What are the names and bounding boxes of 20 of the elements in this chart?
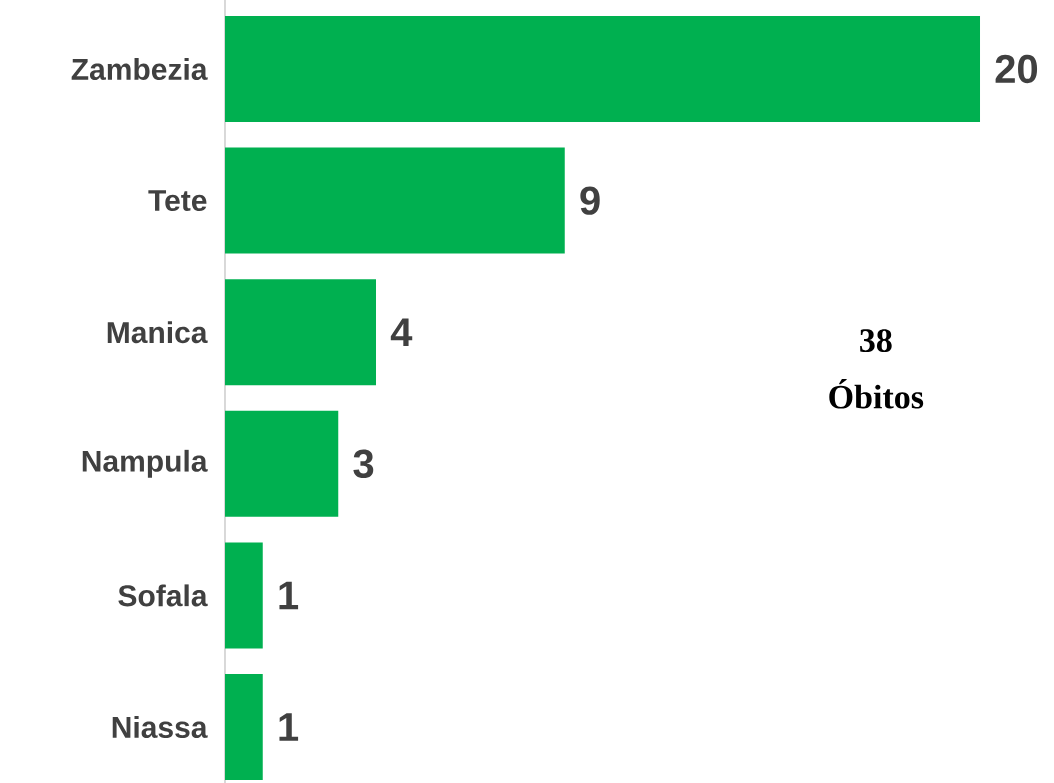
data-label: 20 (995, 54, 1038, 84)
data-label: 1 (279, 713, 299, 741)
data-label: 3 (353, 449, 374, 478)
annotation: Óbitos (829, 379, 924, 409)
bar (225, 16, 981, 122)
data-label: 9 (580, 186, 600, 215)
bar (225, 279, 376, 386)
bar (225, 542, 263, 649)
bar (225, 410, 339, 517)
y-tick-label: Nampula (82, 449, 208, 478)
y-tick-label: Niassa (112, 716, 208, 739)
bar (225, 674, 263, 781)
y-tick-label: Manica (107, 321, 208, 344)
y-tick-label: Zambezia (71, 57, 208, 81)
annotation: 38 (860, 329, 892, 353)
bar (225, 147, 565, 254)
data-label: 1 (279, 581, 299, 610)
data-label: 4 (390, 318, 413, 346)
y-tick-label: Sofala (118, 584, 208, 607)
y-tick-label: Tete (148, 190, 207, 212)
